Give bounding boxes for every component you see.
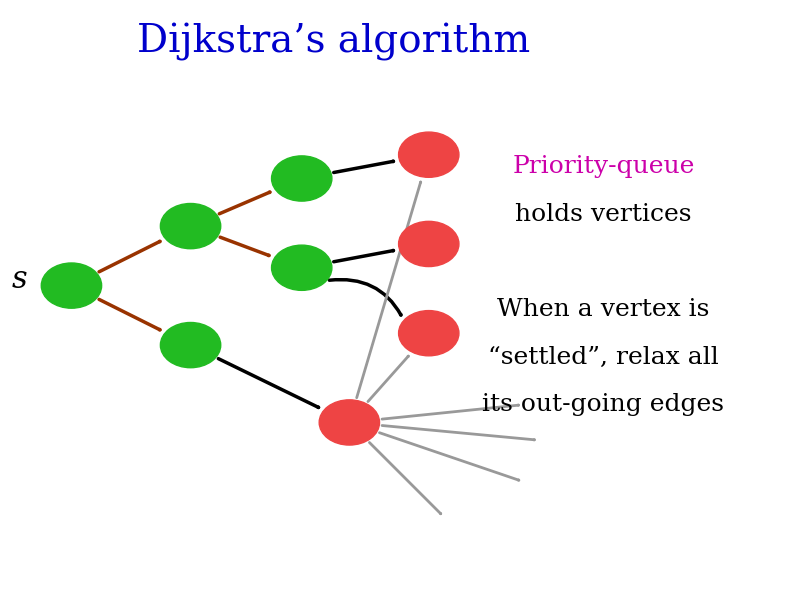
- Circle shape: [399, 221, 459, 267]
- Circle shape: [272, 156, 332, 201]
- Text: its out-going edges: its out-going edges: [483, 393, 724, 416]
- Circle shape: [41, 263, 102, 308]
- Circle shape: [160, 203, 221, 249]
- Circle shape: [399, 311, 459, 356]
- Text: When a vertex is: When a vertex is: [497, 298, 710, 321]
- Text: Priority-queue: Priority-queue: [512, 155, 695, 178]
- Text: Dijkstra’s algorithm: Dijkstra’s algorithm: [137, 23, 530, 61]
- Text: s: s: [12, 264, 28, 295]
- Circle shape: [272, 245, 332, 290]
- Text: “settled”, relax all: “settled”, relax all: [488, 346, 719, 368]
- Text: holds vertices: holds vertices: [515, 203, 692, 226]
- Circle shape: [319, 400, 380, 445]
- Circle shape: [160, 322, 221, 368]
- Circle shape: [399, 132, 459, 177]
